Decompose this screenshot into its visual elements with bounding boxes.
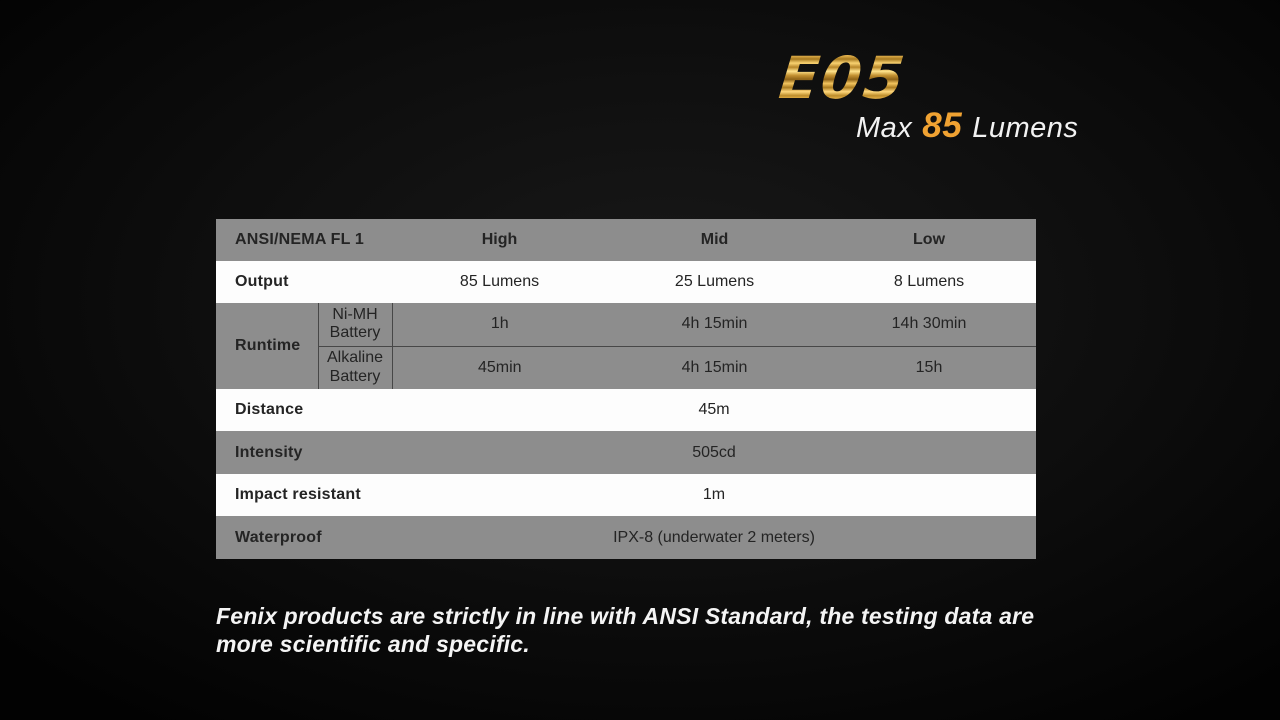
waterproof-value: IPX-8 (underwater 2 meters) [392,516,1037,559]
footnote-line-2: more scientific and specific. [216,631,530,657]
footnote-line-1: Fenix products are strictly in line with… [216,603,1035,629]
table-row-distance: Distance 45m [216,389,1037,431]
model-name-text: E05 [776,44,909,112]
runtime-alkaline-mid: 4h 15min [607,346,823,389]
runtime-nimh-battery-label: Ni-MH Battery [317,303,393,347]
runtime-alkaline-high: 45min [392,346,608,389]
spec-table: ANSI/NEMA FL 1 High Mid Low Output 85 Lu… [216,219,1037,559]
table-row-impact: Impact resistant 1m [216,474,1037,516]
intensity-label: Intensity [216,431,393,474]
brand-block: E05 [770,36,1000,121]
table-row-output: Output 85 Lumens 25 Lumens 8 Lumens [216,261,1037,303]
model-logo-graphic: E05 [776,44,909,112]
output-mid: 25 Lumens [607,261,823,303]
col-header-mid: Mid [607,219,823,261]
table-header-row: ANSI/NEMA FL 1 High Mid Low [216,219,1037,261]
distance-label: Distance [216,389,393,431]
waterproof-label: Waterproof [216,516,393,559]
output-high: 85 Lumens [392,261,608,303]
runtime-alkaline-low: 15h [822,346,1037,389]
runtime-nimh-mid: 4h 15min [607,303,823,347]
table-row-intensity: Intensity 505cd [216,431,1037,474]
table-row-runtime-nimh: Runtime Ni-MH Battery 1h 4h 15min 14h 30… [216,303,1037,389]
runtime-label: Runtime [216,303,318,389]
tagline-lumens-value: 85 [922,106,963,145]
distance-value: 45m [392,389,1037,431]
col-header-high: High [392,219,608,261]
impact-value: 1m [392,474,1037,516]
output-low: 8 Lumens [822,261,1037,303]
output-label: Output [216,261,393,303]
runtime-nimh-low: 14h 30min [822,303,1037,347]
tagline-suffix: Lumens [972,112,1079,144]
intensity-value: 505cd [392,431,1037,474]
tagline-prefix: Max [856,112,913,144]
footnote: Fenix products are strictly in line with… [216,602,1034,658]
standard-label: ANSI/NEMA FL 1 [216,219,393,261]
table-row-runtime-alkaline: Alkaline Battery 45min 4h 15min 15h [216,346,1037,389]
runtime-nimh-high: 1h [392,303,608,347]
impact-label: Impact resistant [216,474,393,516]
tagline: Max 85 Lumens [856,106,1078,146]
table-row-waterproof: Waterproof IPX-8 (underwater 2 meters) [216,516,1037,559]
col-header-low: Low [822,219,1037,261]
runtime-alkaline-battery-label: Alkaline Battery [317,346,393,389]
